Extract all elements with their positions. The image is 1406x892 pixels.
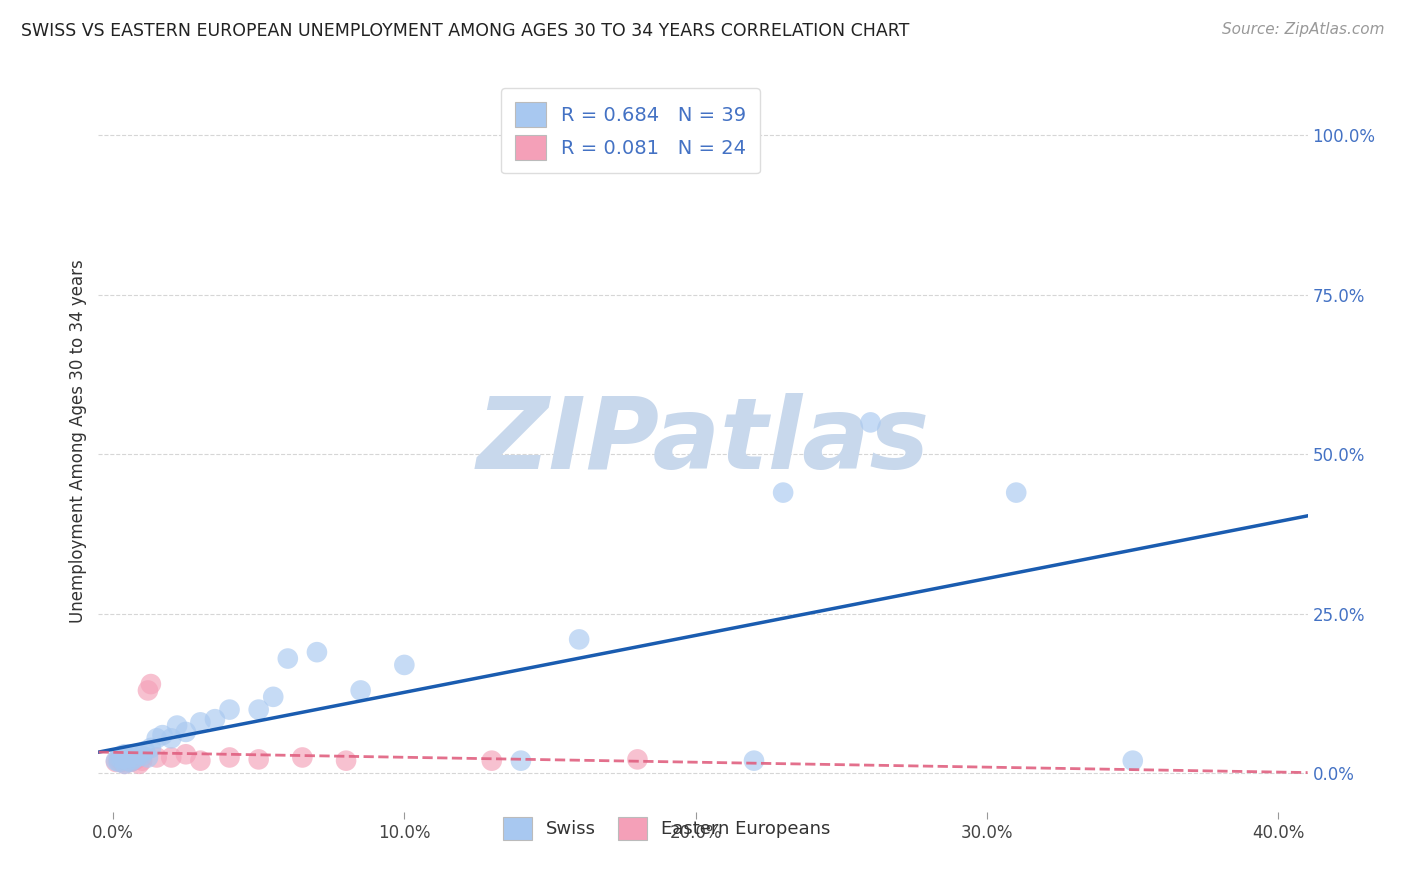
Text: Source: ZipAtlas.com: Source: ZipAtlas.com [1222,22,1385,37]
Point [139,740,162,755]
Point [111,752,134,766]
Point [160,731,183,746]
Point [120,747,142,762]
Point [114,756,136,771]
Point [509,754,531,768]
Point [111,755,134,769]
Point [120,755,142,769]
Point [117,754,139,768]
Point [104,754,127,768]
Point [350,683,373,698]
Point [262,690,284,704]
Point [277,651,299,665]
Point [139,677,162,691]
Point [247,752,270,766]
Point [145,731,167,746]
Text: ZIPatlas: ZIPatlas [477,393,929,490]
Point [190,715,212,730]
Point [122,752,145,766]
Point [136,683,159,698]
Point [117,754,139,768]
Point [128,756,150,771]
Point [291,750,314,764]
Point [114,756,136,771]
Point [128,747,150,762]
Y-axis label: Unemployment Among Ages 30 to 34 years: Unemployment Among Ages 30 to 34 years [69,260,87,624]
Point [145,750,167,764]
Point [111,748,134,763]
Text: SWISS VS EASTERN EUROPEAN UNEMPLOYMENT AMONG AGES 30 TO 34 YEARS CORRELATION CHA: SWISS VS EASTERN EUROPEAN UNEMPLOYMENT A… [21,22,910,40]
Point [174,725,197,739]
Point [394,657,416,672]
Point [247,703,270,717]
Point [108,755,131,769]
Point [136,750,159,764]
Point [120,755,142,769]
Point [166,718,188,732]
Point [218,703,240,717]
Point [122,754,145,768]
Point [125,752,148,766]
Point [218,750,240,764]
Point [335,754,357,768]
Point [204,712,226,726]
Point [772,485,794,500]
Point [134,744,156,758]
Point [131,754,153,768]
Point [111,752,134,766]
Point [117,750,139,764]
Point [1122,754,1144,768]
Point [305,645,328,659]
Point [160,750,183,764]
Point [742,754,765,768]
Point [114,747,136,762]
Point [117,750,139,764]
Point [481,754,503,768]
Point [190,754,212,768]
Point [108,750,131,764]
Point [131,748,153,763]
Point [1005,485,1028,500]
Point [125,750,148,764]
Point [626,752,648,766]
Point [174,747,197,762]
Point [859,416,882,430]
Point [108,754,131,768]
Point [568,632,591,647]
Legend: Swiss, Eastern Europeans: Swiss, Eastern Europeans [492,806,841,851]
Point [152,728,174,742]
Point [104,755,127,769]
